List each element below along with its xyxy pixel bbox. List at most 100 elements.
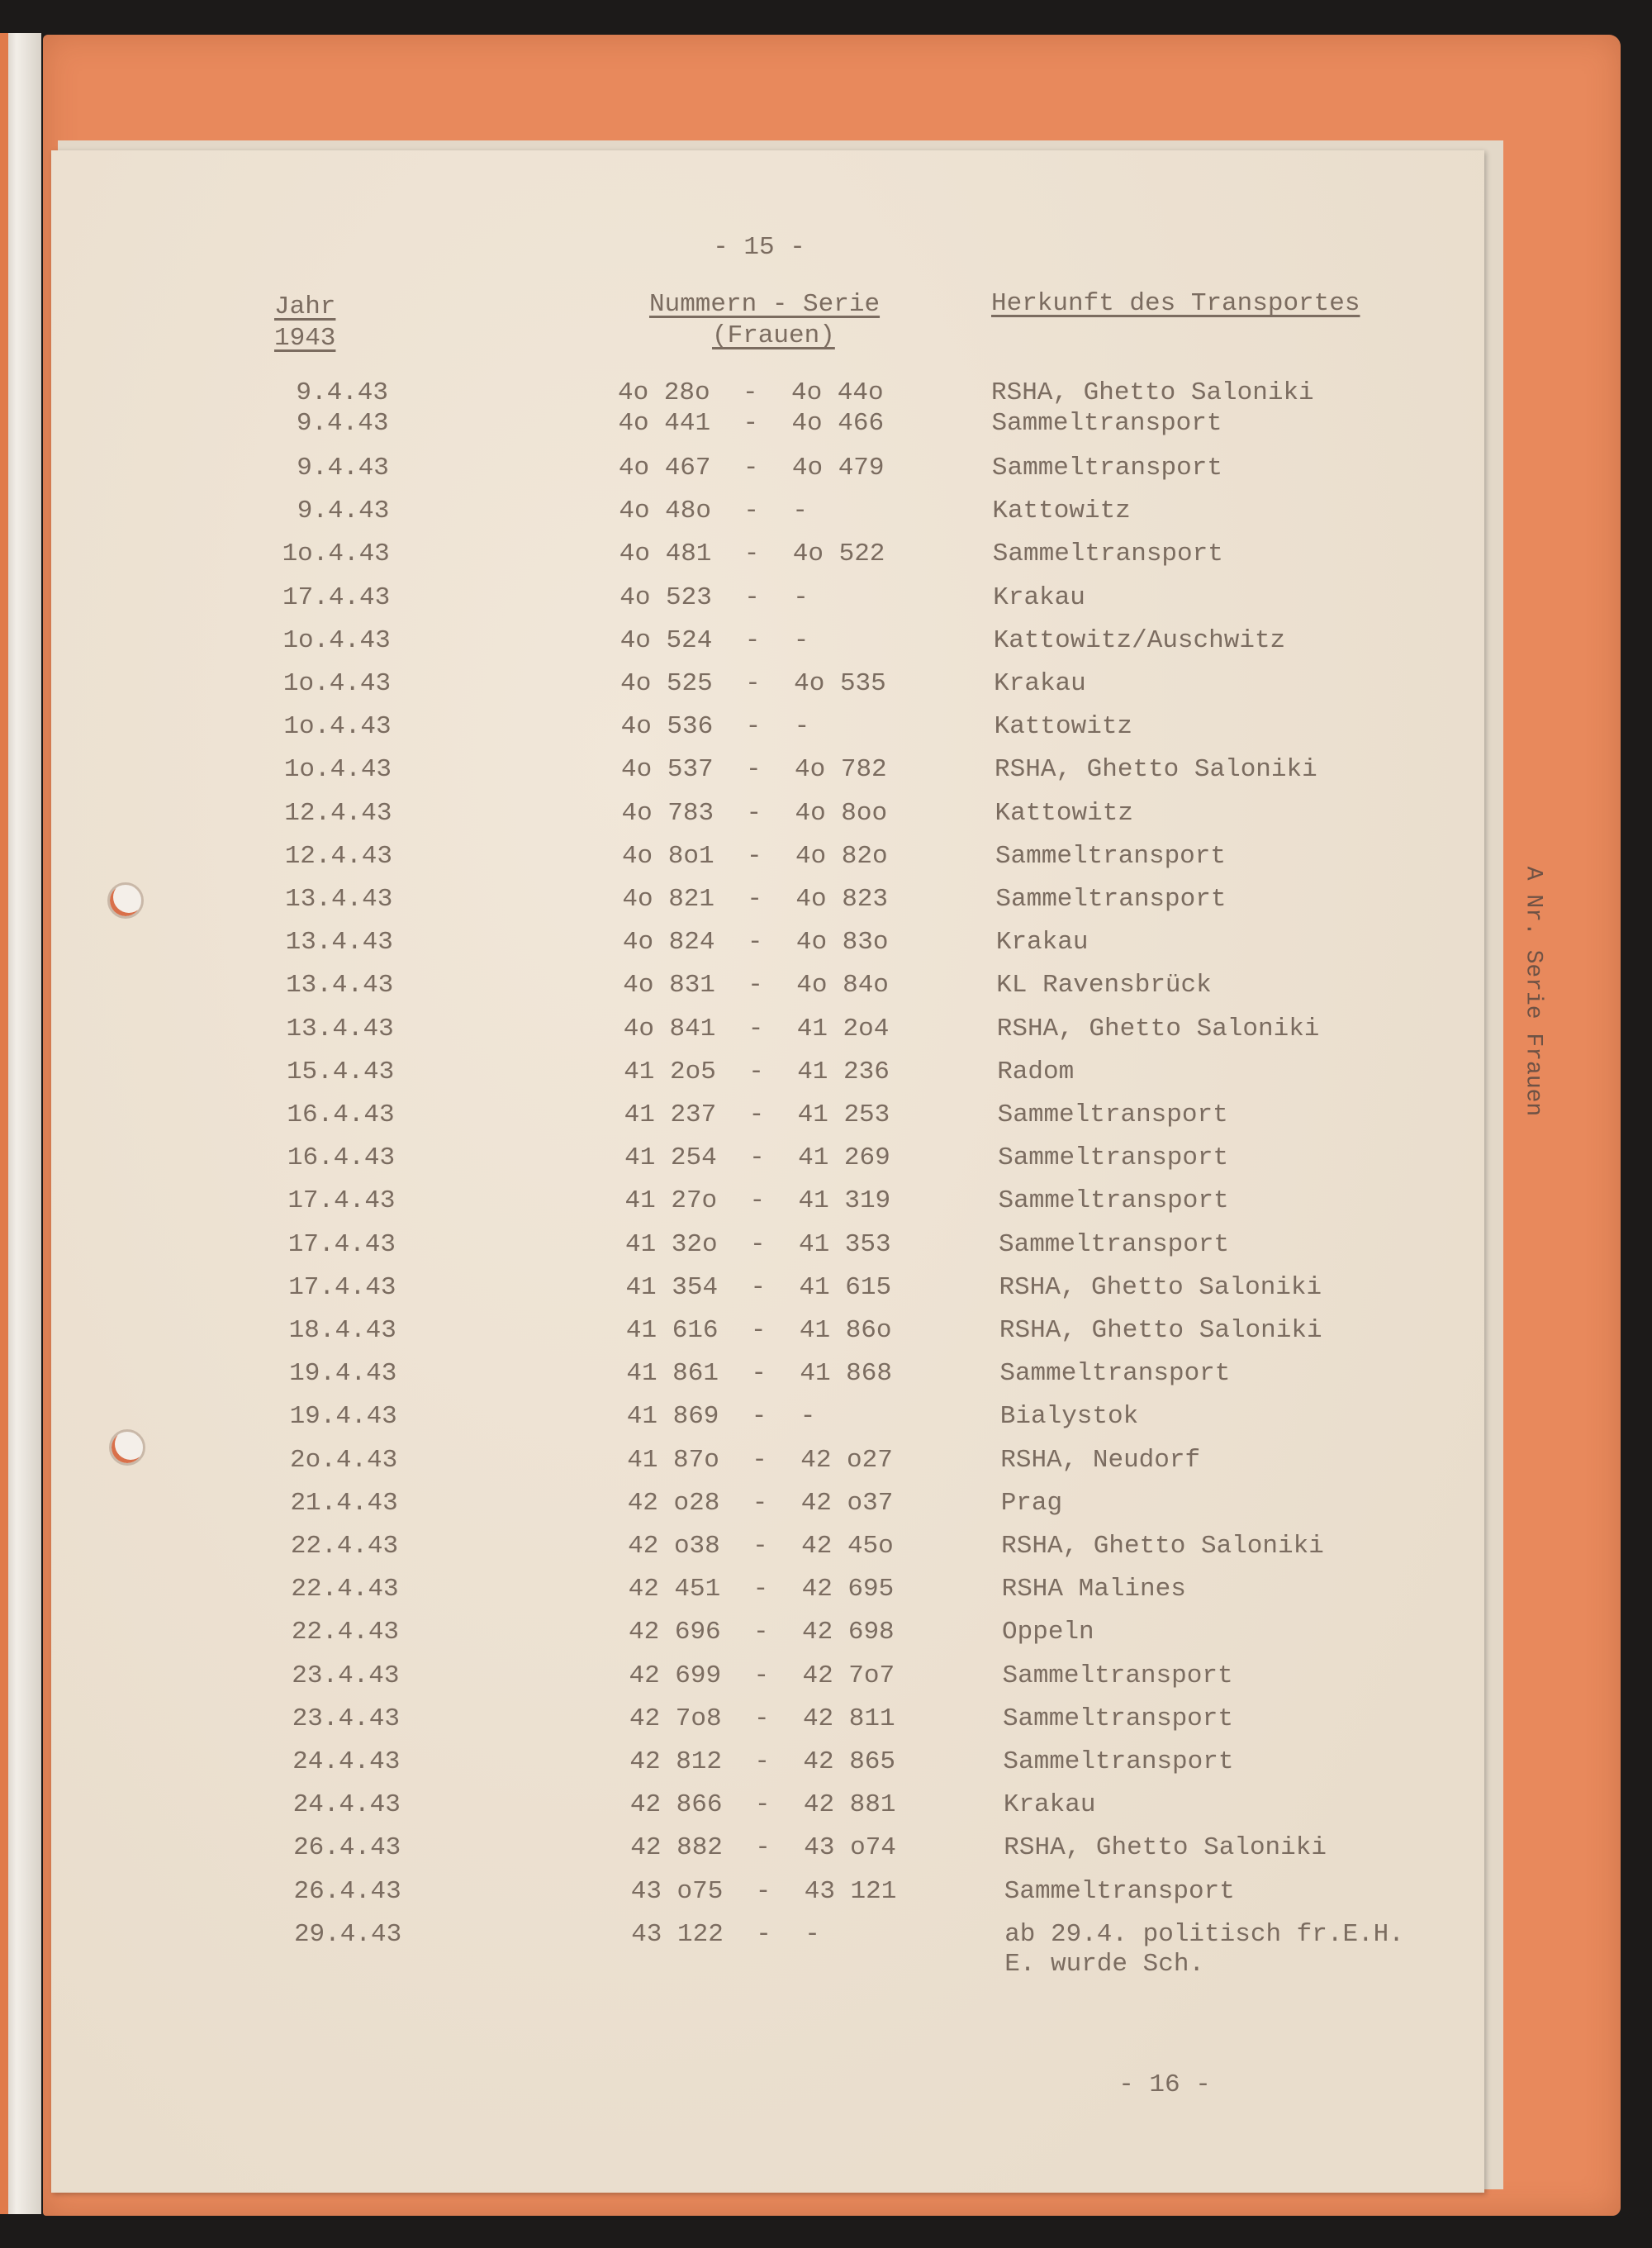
row-origin: RSHA, Ghetto Saloniki xyxy=(996,1014,1320,1043)
row-number-to: 42 7o7 xyxy=(802,1661,895,1690)
row-origin: Prag xyxy=(1000,1488,1063,1518)
row-range-dash: - xyxy=(748,1100,765,1129)
row-date: 12.4.43 xyxy=(284,841,392,871)
row-date: 26.4.43 xyxy=(293,1876,401,1906)
row-origin: Kattowitz xyxy=(994,712,1133,742)
row-date: 22.4.43 xyxy=(290,1532,399,1561)
row-range-dash: - xyxy=(744,582,760,612)
row-range-dash: - xyxy=(754,1790,771,1820)
row-origin: Sammeltransport xyxy=(1003,1747,1234,1776)
row-number-to: 41 253 xyxy=(797,1100,890,1129)
row-number-to: 4o 479 xyxy=(791,454,885,482)
row-range-dash: - xyxy=(750,1229,766,1259)
row-date: 12.4.43 xyxy=(284,798,392,828)
row-date: 1o.4.43 xyxy=(283,712,392,742)
document-page xyxy=(51,150,1484,2193)
row-date: 23.4.43 xyxy=(292,1704,400,1733)
row-date: 21.4.43 xyxy=(290,1488,398,1518)
row-origin: Krakau xyxy=(995,928,1089,958)
row-origin: Kattowitz xyxy=(995,798,1133,828)
row-number-from: 41 616 xyxy=(625,1316,719,1345)
row-number-to: - xyxy=(792,497,808,526)
row-origin: Sammeltransport xyxy=(999,1359,1231,1389)
row-number-from: 42 7o8 xyxy=(629,1704,722,1733)
row-number-from: 42 696 xyxy=(629,1618,721,1647)
row-number-to: 4o 782 xyxy=(795,755,887,785)
row-number-to: 42 698 xyxy=(802,1618,895,1647)
row-number-to: 42 o27 xyxy=(800,1445,893,1475)
row-date: 24.4.43 xyxy=(292,1747,401,1776)
row-origin: RSHA, Ghetto Saloniki xyxy=(1001,1532,1324,1561)
row-number-to: 4o 83o xyxy=(795,928,889,958)
row-number-from: 4o 831 xyxy=(623,971,715,1000)
row-origin: Krakau xyxy=(994,669,1086,698)
row-date: 18.4.43 xyxy=(288,1316,396,1345)
row-origin: Sammeltransport xyxy=(997,1100,1228,1129)
row-range-dash: - xyxy=(750,1272,767,1302)
row-range-dash: - xyxy=(751,1359,767,1389)
row-origin: Sammeltransport xyxy=(991,454,1222,482)
row-range-dash: - xyxy=(743,497,759,526)
row-range-dash: - xyxy=(748,971,763,1000)
row-date: 17.4.43 xyxy=(288,1272,396,1302)
row-number-from: 4o 824 xyxy=(622,928,715,958)
row-number-from: 4o 523 xyxy=(620,582,712,612)
row-range-dash: - xyxy=(747,928,763,958)
row-origin: RSHA, Ghetto Saloniki xyxy=(999,1272,1322,1302)
row-date: 13.4.43 xyxy=(286,1014,394,1043)
row-number-to: 42 881 xyxy=(803,1790,896,1820)
row-range-dash: - xyxy=(743,378,758,407)
row-date: 1o.4.43 xyxy=(282,669,392,698)
header-numbers: Nummern - Serie xyxy=(649,290,881,319)
row-date: 19.4.43 xyxy=(289,1359,397,1389)
row-range-dash: - xyxy=(756,1919,771,1949)
row-number-from: 4o 8o1 xyxy=(621,841,714,871)
row-number-from: 4o 524 xyxy=(620,625,713,655)
row-origin: Sammeltransport xyxy=(995,885,1227,914)
row-number-from: 4o 467 xyxy=(618,454,711,482)
row-date: 15.4.43 xyxy=(286,1057,395,1086)
row-number-to: 43 121 xyxy=(804,1876,897,1906)
row-number-to: 4o 823 xyxy=(795,885,889,914)
row-range-dash: - xyxy=(746,841,762,871)
row-origin: Sammeltransport xyxy=(991,409,1222,438)
row-origin: RSHA, Ghetto Saloniki xyxy=(995,755,1317,785)
row-origin: Kattowitz/Auschwitz xyxy=(993,625,1286,655)
row-range-dash: - xyxy=(749,1186,766,1216)
row-date: 9.4.43 xyxy=(296,378,388,407)
row-origin: ab 29.4. politisch fr.E.H. xyxy=(1004,1919,1404,1949)
row-origin: KL Ravensbrück xyxy=(996,971,1212,1000)
row-origin: RSHA, Ghetto Saloniki xyxy=(999,1316,1322,1345)
row-date: 1o.4.43 xyxy=(283,755,392,785)
row-number-from: 42 699 xyxy=(629,1661,722,1690)
row-number-to: 4o 82o xyxy=(795,841,888,871)
row-origin: Sammeltransport xyxy=(995,841,1226,871)
row-range-dash: - xyxy=(752,1575,769,1604)
row-date: 23.4.43 xyxy=(292,1661,400,1690)
row-number-to: 42 811 xyxy=(802,1704,895,1733)
row-number-from: 4o 536 xyxy=(620,712,714,742)
row-number-from: 42 882 xyxy=(630,1833,723,1863)
row-origin: Sammeltransport xyxy=(998,1186,1229,1216)
row-number-from: 41 254 xyxy=(624,1143,717,1173)
row-number-to: - xyxy=(800,1402,816,1432)
row-range-dash: - xyxy=(743,409,759,438)
row-number-to: 4o 522 xyxy=(792,539,885,569)
row-origin: Sammeltransport xyxy=(1002,1661,1233,1690)
row-number-to: 41 615 xyxy=(799,1272,892,1302)
row-origin: Sammeltransport xyxy=(992,539,1223,569)
row-range-dash: - xyxy=(747,885,762,914)
row-range-dash: - xyxy=(746,755,762,785)
row-origin: RSHA Malines xyxy=(1001,1575,1186,1604)
row-number-to: 41 868 xyxy=(800,1359,892,1389)
header-origin: Herkunft des Transportes xyxy=(991,289,1360,318)
row-range-dash: - xyxy=(746,798,762,828)
row-date: 24.4.43 xyxy=(292,1790,401,1820)
header-year: Jahr xyxy=(274,292,336,321)
row-number-from: 42 o28 xyxy=(627,1488,720,1518)
row-number-from: 42 812 xyxy=(629,1747,723,1776)
row-range-dash: - xyxy=(752,1532,768,1561)
row-date: 13.4.43 xyxy=(286,971,394,1000)
row-number-to: 42 865 xyxy=(803,1747,896,1776)
row-number-from: 41 861 xyxy=(626,1359,719,1389)
